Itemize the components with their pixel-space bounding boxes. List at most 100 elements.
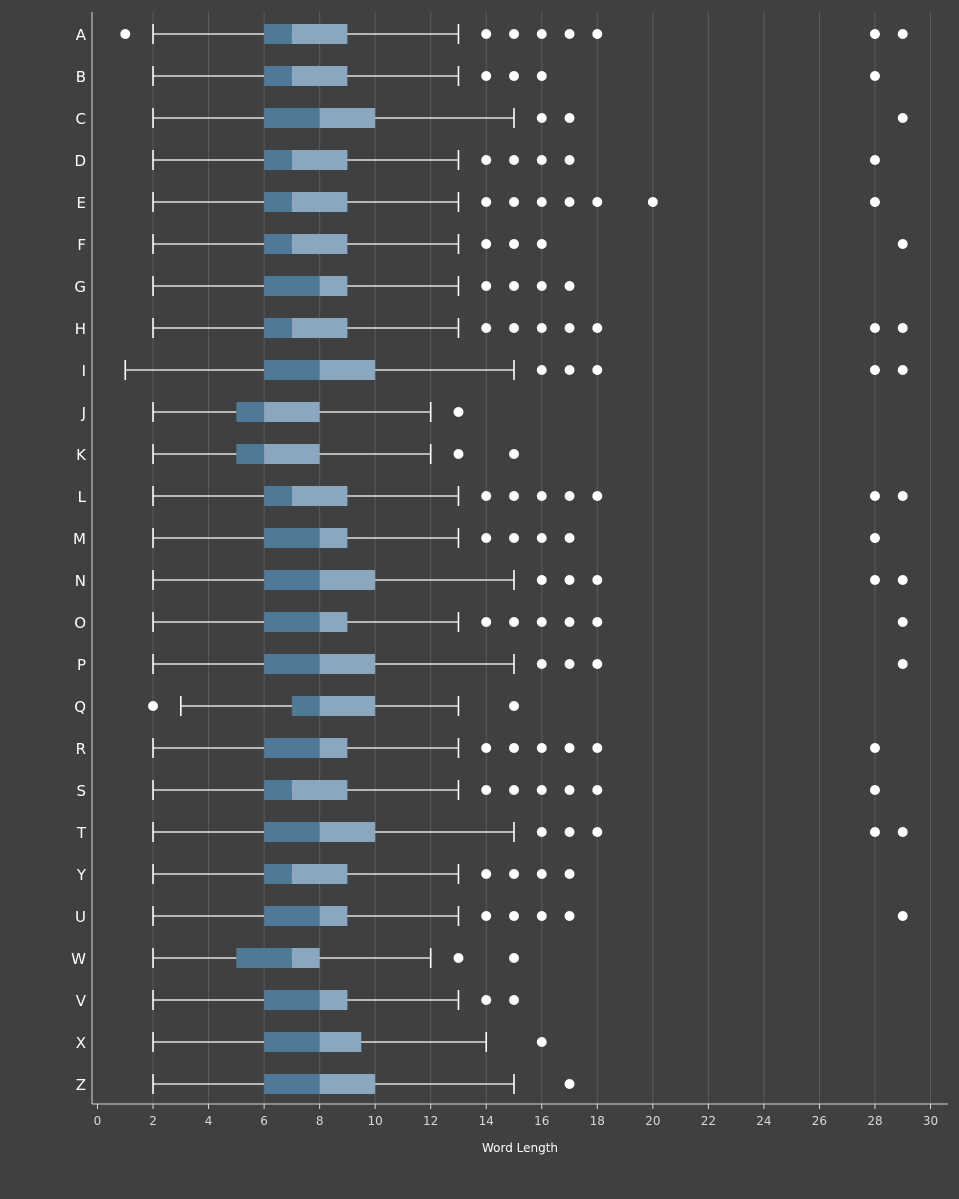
outlier-point	[897, 827, 908, 837]
x-tick-label: 2	[149, 1114, 157, 1128]
box-upper-half	[319, 612, 348, 632]
outlier-point	[564, 155, 575, 165]
box-upper-half	[291, 318, 348, 338]
box-upper-half	[319, 528, 348, 548]
category-label: E	[77, 194, 86, 212]
x-tick-label: 6	[260, 1114, 268, 1128]
box-R	[152, 738, 880, 758]
category-label: H	[75, 320, 86, 338]
outlier-point	[564, 113, 575, 123]
outlier-point	[481, 491, 492, 501]
outlier-point	[536, 113, 547, 123]
box-lower-half	[264, 906, 320, 926]
outlier-point	[536, 785, 547, 795]
box-upper-half	[264, 402, 320, 422]
box-C	[152, 108, 908, 128]
category-label: O	[74, 614, 86, 632]
category-label: A	[76, 26, 87, 44]
outlier-point	[509, 701, 519, 711]
category-label: M	[73, 530, 86, 548]
outlier-point	[148, 701, 159, 711]
box-upper-half	[291, 864, 348, 884]
box-layer	[120, 24, 908, 1094]
outlier-point	[536, 575, 547, 585]
outlier-point	[481, 743, 492, 753]
outlier-point	[509, 155, 519, 165]
outlier-point	[481, 29, 492, 39]
outlier-point	[509, 29, 519, 39]
box-A	[120, 24, 908, 44]
box-X	[152, 1032, 547, 1052]
x-tick-label: 30	[923, 1114, 938, 1128]
category-label: L	[78, 488, 87, 506]
outlier-point	[869, 71, 880, 81]
category-label: D	[74, 152, 86, 170]
box-lower-half	[264, 528, 320, 548]
box-lower-half	[264, 192, 292, 212]
box-upper-half	[319, 360, 376, 380]
outlier-point	[592, 491, 603, 501]
box-upper-half	[319, 108, 376, 128]
box-upper-half	[291, 24, 348, 44]
outlier-point	[509, 71, 519, 81]
category-label: K	[76, 446, 87, 464]
outlier-point	[509, 785, 519, 795]
box-I	[124, 360, 908, 380]
category-label: B	[76, 68, 86, 86]
outlier-point	[481, 785, 492, 795]
x-tick-label: 4	[205, 1114, 213, 1128]
box-lower-half	[264, 486, 292, 506]
outlier-point	[120, 29, 131, 39]
outlier-point	[536, 533, 547, 543]
box-J	[152, 402, 464, 422]
outlier-point	[869, 365, 880, 375]
box-Q	[148, 696, 519, 716]
outlier-point	[592, 323, 603, 333]
box-lower-half	[264, 990, 320, 1010]
outlier-point	[564, 911, 575, 921]
outlier-point	[536, 869, 547, 879]
outlier-point	[897, 575, 908, 585]
x-tick-label: 10	[368, 1114, 383, 1128]
category-label: S	[76, 782, 86, 800]
outlier-point	[536, 491, 547, 501]
outlier-point	[509, 197, 519, 207]
box-upper-half	[291, 234, 348, 254]
outlier-point	[509, 911, 519, 921]
box-lower-half	[264, 276, 320, 296]
box-upper-half	[319, 990, 348, 1010]
outlier-point	[564, 533, 575, 543]
outlier-point	[869, 197, 880, 207]
outlier-point	[564, 197, 575, 207]
box-lower-half	[264, 150, 292, 170]
category-label: V	[76, 992, 87, 1010]
outlier-point	[453, 449, 464, 459]
outlier-point	[509, 281, 519, 291]
box-lower-half	[264, 864, 292, 884]
outlier-point	[481, 323, 492, 333]
box-H	[152, 318, 908, 338]
x-tick-label: 12	[423, 1114, 438, 1128]
outlier-point	[564, 365, 575, 375]
outlier-point	[869, 743, 880, 753]
category-label: Z	[76, 1076, 86, 1094]
outlier-point	[564, 827, 575, 837]
category-label: Q	[74, 698, 86, 716]
box-upper-half	[291, 66, 348, 86]
box-O	[152, 612, 908, 632]
outlier-point	[564, 323, 575, 333]
box-upper-half	[319, 570, 376, 590]
outlier-point	[509, 617, 519, 627]
outlier-point	[509, 239, 519, 249]
box-lower-half	[264, 234, 292, 254]
outlier-point	[869, 785, 880, 795]
x-tick-label: 22	[701, 1114, 716, 1128]
x-tick-label: 26	[812, 1114, 827, 1128]
box-T	[152, 822, 908, 842]
box-N	[152, 570, 908, 590]
box-lower-half	[264, 612, 320, 632]
box-Z	[152, 1074, 575, 1094]
category-label: R	[76, 740, 86, 758]
box-lower-half	[264, 1074, 320, 1094]
box-upper-half	[319, 738, 348, 758]
